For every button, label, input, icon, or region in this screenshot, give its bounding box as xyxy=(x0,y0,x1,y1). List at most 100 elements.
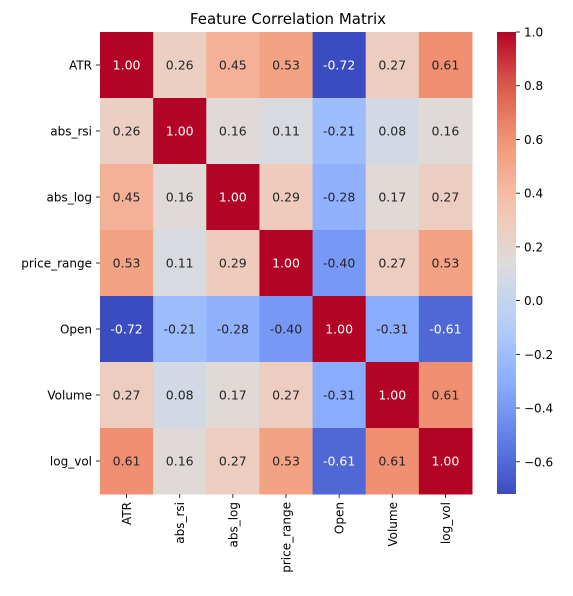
cell-value-label: 0.08 xyxy=(166,388,194,403)
heatmap-cell xyxy=(259,362,314,429)
cell-value-label: 0.61 xyxy=(378,454,406,469)
cell-value-label: 0.61 xyxy=(432,58,460,73)
colorbar-tick-label: 0.4 xyxy=(524,187,543,201)
heatmap-cell xyxy=(365,164,420,231)
cell-value-label: 0.08 xyxy=(378,124,406,139)
cell-value-label: -0.72 xyxy=(110,322,142,337)
colorbar-tick-label: 0.2 xyxy=(524,240,543,254)
heatmap-cell xyxy=(312,296,367,363)
heatmap-cell xyxy=(259,428,314,495)
cell-value-label: 0.26 xyxy=(166,58,194,73)
heatmap-cell xyxy=(259,164,314,231)
heatmap-cell xyxy=(100,32,154,99)
heatmap-cell xyxy=(206,32,260,99)
row-tick-label: log_vol xyxy=(50,455,92,469)
heatmap-cell xyxy=(418,32,473,99)
cell-value-label: -0.40 xyxy=(270,322,302,337)
heatmap-cell xyxy=(206,230,260,297)
colorbar-tick-label: 0.0 xyxy=(524,294,543,308)
cell-value-label: 0.16 xyxy=(166,190,194,205)
cell-value-label: 0.53 xyxy=(272,454,300,469)
cell-value-label: 0.27 xyxy=(432,190,460,205)
cell-value-label: 0.11 xyxy=(166,256,194,271)
cell-value-label: 0.27 xyxy=(219,454,247,469)
column-tick-label: log_vol xyxy=(439,502,453,544)
heatmap-cell xyxy=(365,230,420,297)
heatmap-cells: 1.00 0.26 0.45 0.53 -0.72 0.27 0.61 0.26 1.00 0.1… xyxy=(100,32,473,495)
heatmap-cell xyxy=(259,230,314,297)
heatmap-cell xyxy=(153,230,207,297)
cell-value-label: -0.31 xyxy=(376,322,408,337)
cell-value-label: 0.61 xyxy=(432,388,460,403)
cell-value-label: 1.00 xyxy=(325,322,353,337)
heatmap-cell xyxy=(100,98,154,165)
heatmap-cell xyxy=(418,98,473,165)
cell-value-label: 0.53 xyxy=(272,58,300,73)
heatmap-cell xyxy=(100,428,154,495)
heatmap-cell xyxy=(153,98,207,165)
row-tick-label: abs_log xyxy=(46,191,92,205)
cell-value-label: 0.17 xyxy=(378,190,406,205)
cell-value-label: 0.16 xyxy=(219,124,247,139)
colorbar-tick-label: 0.8 xyxy=(524,79,543,93)
row-tick-label: price_range xyxy=(21,257,92,271)
colorbar-tick-label: 0.6 xyxy=(524,133,543,147)
heatmap-cell xyxy=(312,362,367,429)
colorbar-tick-label: 1.0 xyxy=(524,26,543,40)
heatmap-cell xyxy=(153,164,207,231)
cell-value-label: -0.31 xyxy=(323,388,355,403)
heatmap-cell xyxy=(153,32,207,99)
column-tick-label: abs_log xyxy=(226,502,240,548)
cell-value-label: -0.61 xyxy=(429,322,461,337)
cell-value-label: 0.16 xyxy=(432,124,460,139)
cell-value-label: 0.11 xyxy=(272,124,300,139)
cell-value-label: 1.00 xyxy=(272,256,300,271)
cell-value-label: 1.00 xyxy=(166,124,194,139)
cell-value-label: 0.27 xyxy=(378,58,406,73)
heatmap-cell xyxy=(418,362,473,429)
heatmap-cell xyxy=(100,164,154,231)
heatmap-cell xyxy=(365,362,420,429)
row-tick-labels: ATR abs_rsi abs_log price_range Open Volume lo… xyxy=(21,59,100,469)
row-tick-label: abs_rsi xyxy=(50,125,92,139)
heatmap-cell xyxy=(206,296,260,363)
column-tick-labels: ATR abs_rsi abs_log price_range Open Volume lo… xyxy=(120,494,453,573)
cell-value-label: 0.27 xyxy=(272,388,300,403)
cell-value-label: 0.45 xyxy=(219,58,247,73)
heatmap-cell xyxy=(153,296,207,363)
cell-value-label: 0.53 xyxy=(113,256,141,271)
row-tick-label: Volume xyxy=(47,389,92,403)
heatmap-cell xyxy=(100,230,154,297)
heatmap-cell xyxy=(365,296,420,363)
heatmap-cell xyxy=(312,164,367,231)
column-tick-label: Open xyxy=(333,502,347,534)
heatmap-cell xyxy=(312,428,367,495)
cell-value-label: 1.00 xyxy=(219,190,247,205)
cell-value-label: 0.29 xyxy=(219,256,247,271)
heatmap-cell xyxy=(312,98,367,165)
cell-value-label: 0.29 xyxy=(272,190,300,205)
heatmap-cell xyxy=(418,230,473,297)
heatmap-cell xyxy=(418,164,473,231)
heatmap-cell xyxy=(365,32,420,99)
cell-value-label: 0.45 xyxy=(113,190,141,205)
heatmap-cell xyxy=(418,428,473,495)
cell-value-label: 0.61 xyxy=(113,454,141,469)
cell-value-label: 0.27 xyxy=(378,256,406,271)
cell-value-label: 1.00 xyxy=(378,388,406,403)
cell-value-label: -0.21 xyxy=(323,124,355,139)
cell-value-label: 0.27 xyxy=(113,388,141,403)
heatmap-cell xyxy=(100,296,154,363)
cell-value-label: 0.16 xyxy=(166,454,194,469)
cell-value-label: -0.72 xyxy=(323,58,355,73)
cell-value-label: -0.21 xyxy=(164,322,196,337)
heatmap-cell xyxy=(365,428,420,495)
heatmap-cell xyxy=(206,98,260,165)
heatmap-cell xyxy=(312,230,367,297)
chart-title: Feature Correlation Matrix xyxy=(190,10,386,28)
heatmap-cell xyxy=(153,428,207,495)
cell-value-label: 0.53 xyxy=(432,256,460,271)
heatmap-cell xyxy=(206,428,260,495)
colorbar-tick-label: −0.2 xyxy=(524,348,553,362)
